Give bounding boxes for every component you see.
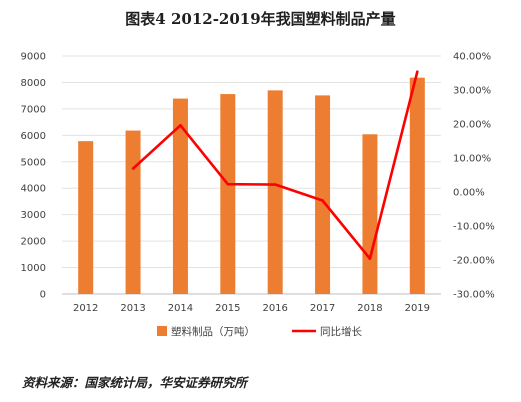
- y-left-tick-label: 0: [40, 290, 46, 301]
- bar: [267, 90, 283, 294]
- source-note: 资料来源：国家统计局，华安证券研究所: [22, 375, 248, 390]
- y-left-tick-label: 6000: [21, 131, 46, 142]
- line-point: [321, 199, 324, 202]
- bar: [125, 130, 141, 294]
- line-point: [416, 70, 419, 73]
- legend-bar-swatch: [157, 326, 167, 336]
- y-left-tick-label: 9000: [21, 52, 46, 63]
- legend-line-label: 同比增长: [320, 325, 362, 338]
- x-tick-label: 2014: [168, 303, 193, 314]
- y-right-tick-label: 30.00%: [453, 86, 491, 97]
- y-right-tick-label: -10.00%: [453, 222, 495, 233]
- y-right-tick-label: 40.00%: [453, 52, 491, 63]
- y-left-tick-label: 8000: [21, 78, 46, 89]
- line-point: [368, 257, 372, 260]
- y-left-tick-label: 1000: [21, 263, 46, 274]
- x-tick-label: 2019: [405, 303, 430, 314]
- y-right-tick-label: 10.00%: [453, 154, 491, 165]
- x-tick-label: 2013: [120, 303, 145, 314]
- bar: [220, 94, 236, 294]
- y-left-tick-label: 7000: [21, 104, 46, 115]
- bar: [172, 98, 188, 294]
- y-right-tick-label: 20.00%: [453, 120, 491, 131]
- bar: [362, 134, 378, 294]
- x-tick-label: 2016: [262, 303, 287, 314]
- y-left-tick-label: 3000: [21, 210, 46, 221]
- x-tick-label: 2017: [310, 303, 335, 314]
- x-tick-label: 2015: [215, 303, 240, 314]
- bar: [409, 77, 425, 294]
- y-right-tick-label: 0.00%: [453, 188, 485, 199]
- line-point: [273, 183, 277, 186]
- y-right-tick-label: -20.00%: [453, 256, 495, 267]
- x-tick-label: 2012: [73, 303, 98, 314]
- y-right-tick-label: -30.00%: [453, 290, 495, 301]
- y-left-tick-label: 5000: [21, 157, 46, 168]
- bar: [315, 95, 331, 294]
- legend-bar-label: 塑料制品（万吨）: [171, 325, 255, 338]
- line-point: [179, 124, 182, 127]
- chart-title: 图表4 2012-2019年我国塑料制品产量: [125, 10, 396, 28]
- y-left-tick-label: 2000: [21, 237, 46, 248]
- x-tick-label: 2018: [357, 303, 382, 314]
- line-point: [226, 182, 230, 186]
- bar: [78, 141, 94, 294]
- line-point: [131, 167, 135, 170]
- y-left-tick-label: 4000: [21, 184, 46, 195]
